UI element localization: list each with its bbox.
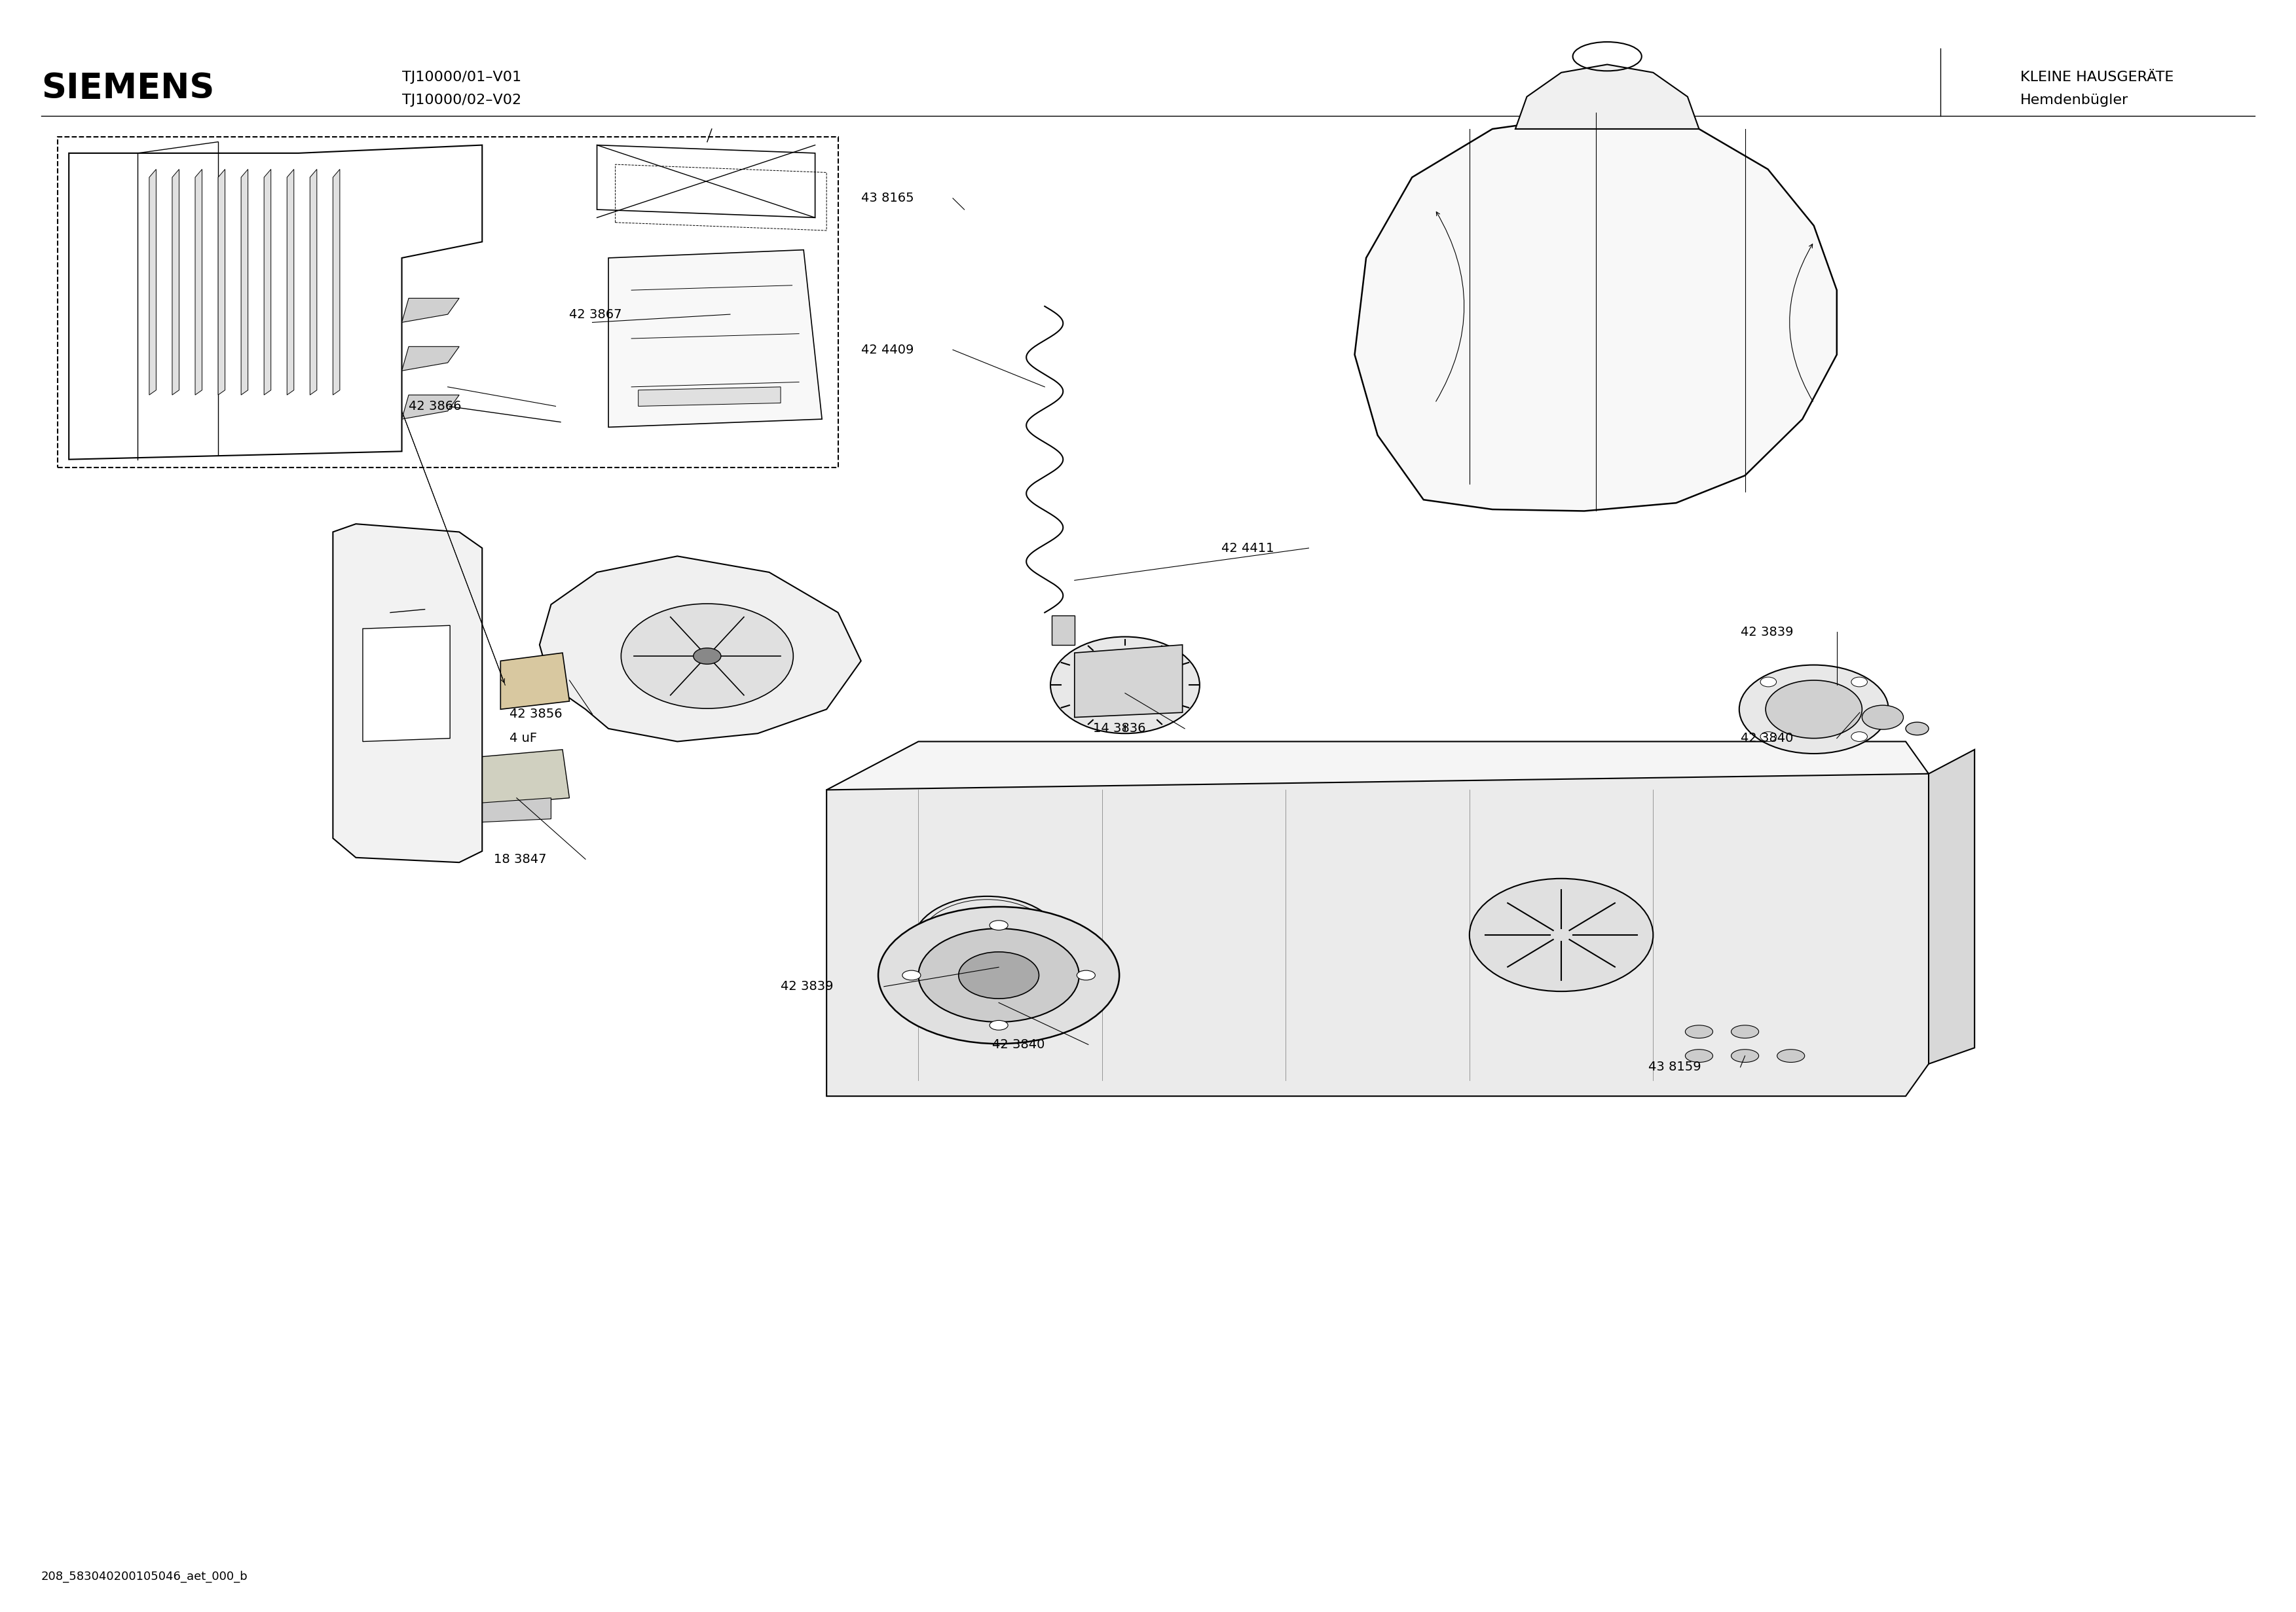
Ellipse shape bbox=[1851, 732, 1867, 742]
Polygon shape bbox=[827, 742, 1929, 822]
Polygon shape bbox=[638, 387, 781, 406]
Polygon shape bbox=[1052, 616, 1075, 645]
Text: 208_583040200105046_aet_000_b: 208_583040200105046_aet_000_b bbox=[41, 1570, 248, 1583]
Polygon shape bbox=[1515, 64, 1699, 129]
Text: 4 uF: 4 uF bbox=[510, 732, 537, 745]
Ellipse shape bbox=[1777, 1049, 1805, 1062]
Polygon shape bbox=[402, 347, 459, 371]
Ellipse shape bbox=[1761, 677, 1777, 687]
Text: 14 3836: 14 3836 bbox=[1093, 722, 1146, 735]
Polygon shape bbox=[195, 169, 202, 395]
Ellipse shape bbox=[1851, 677, 1867, 687]
Polygon shape bbox=[172, 169, 179, 395]
Text: 42 3856: 42 3856 bbox=[510, 708, 563, 721]
Text: 42 3839: 42 3839 bbox=[1740, 625, 1793, 638]
Polygon shape bbox=[149, 169, 156, 395]
Text: 42 3839: 42 3839 bbox=[781, 980, 833, 993]
Ellipse shape bbox=[1766, 680, 1862, 738]
Ellipse shape bbox=[620, 604, 792, 709]
Ellipse shape bbox=[1761, 732, 1777, 742]
Polygon shape bbox=[501, 653, 569, 709]
Ellipse shape bbox=[957, 951, 1038, 998]
Ellipse shape bbox=[1731, 1049, 1759, 1062]
Ellipse shape bbox=[1077, 970, 1095, 980]
Polygon shape bbox=[363, 625, 450, 742]
Ellipse shape bbox=[1740, 666, 1887, 754]
Ellipse shape bbox=[990, 920, 1008, 930]
Ellipse shape bbox=[1862, 706, 1903, 729]
Polygon shape bbox=[608, 250, 822, 427]
Text: TJ10000/02–V02: TJ10000/02–V02 bbox=[402, 93, 521, 106]
Ellipse shape bbox=[1685, 1025, 1713, 1038]
Text: TJ10000/01–V01: TJ10000/01–V01 bbox=[402, 71, 521, 84]
Text: KLEINE HAUSGERÄTE: KLEINE HAUSGERÄTE bbox=[2020, 71, 2174, 84]
Ellipse shape bbox=[1469, 879, 1653, 991]
Polygon shape bbox=[1929, 750, 1975, 1064]
Text: 42 3840: 42 3840 bbox=[1740, 732, 1793, 745]
Polygon shape bbox=[482, 798, 551, 822]
Polygon shape bbox=[333, 169, 340, 395]
Polygon shape bbox=[1075, 645, 1182, 717]
Text: 43 8159: 43 8159 bbox=[1649, 1061, 1701, 1074]
Ellipse shape bbox=[1052, 637, 1201, 733]
Ellipse shape bbox=[990, 1020, 1008, 1030]
Polygon shape bbox=[402, 298, 459, 322]
Ellipse shape bbox=[1107, 675, 1143, 696]
Ellipse shape bbox=[877, 906, 1118, 1045]
Polygon shape bbox=[402, 395, 459, 419]
Ellipse shape bbox=[902, 970, 921, 980]
Polygon shape bbox=[1355, 113, 1837, 511]
Ellipse shape bbox=[1685, 1049, 1713, 1062]
Text: 18 3847: 18 3847 bbox=[494, 853, 546, 866]
Ellipse shape bbox=[912, 896, 1061, 990]
Polygon shape bbox=[218, 169, 225, 395]
Ellipse shape bbox=[693, 648, 721, 664]
Text: 42 3840: 42 3840 bbox=[992, 1038, 1045, 1051]
Text: 43 8165: 43 8165 bbox=[861, 192, 914, 205]
Polygon shape bbox=[287, 169, 294, 395]
Polygon shape bbox=[310, 169, 317, 395]
Ellipse shape bbox=[1906, 722, 1929, 735]
Polygon shape bbox=[264, 169, 271, 395]
Text: 42 4411: 42 4411 bbox=[1221, 542, 1274, 555]
Polygon shape bbox=[471, 750, 569, 806]
Text: 42 4409: 42 4409 bbox=[861, 343, 914, 356]
Polygon shape bbox=[241, 169, 248, 395]
Polygon shape bbox=[540, 556, 861, 742]
Text: Hemdenbügler: Hemdenbügler bbox=[2020, 93, 2128, 106]
Ellipse shape bbox=[918, 929, 1079, 1022]
Text: SIEMENS: SIEMENS bbox=[41, 71, 214, 106]
Polygon shape bbox=[827, 774, 1929, 1096]
Text: 42 3866: 42 3866 bbox=[409, 400, 461, 413]
Ellipse shape bbox=[1731, 1025, 1759, 1038]
Text: 42 3867: 42 3867 bbox=[569, 308, 622, 321]
Polygon shape bbox=[333, 524, 482, 862]
